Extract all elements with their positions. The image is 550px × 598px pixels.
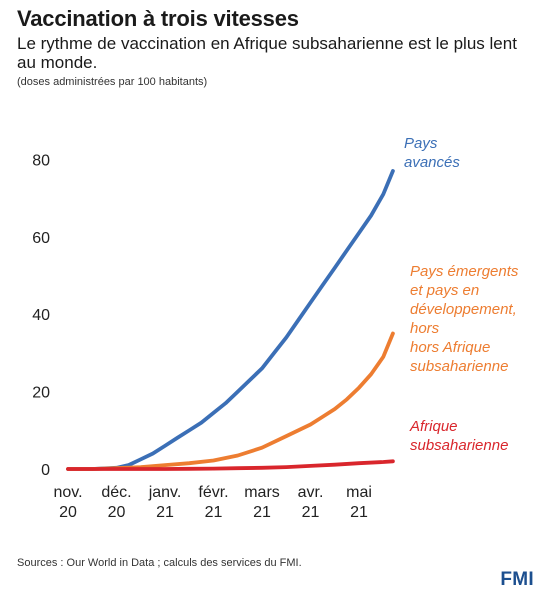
x-tick-label: mai 21 — [346, 484, 372, 521]
x-axis-labels: nov. 20 déc. 20 janv. 21 févr. 21 mars 21 avr. 21 ma… — [53, 484, 371, 521]
source-note: Sources : Our World in Data ; calculs de… — [17, 557, 302, 569]
series-lines — [66, 169, 395, 471]
series-label-2: Afrique subsaharienne — [409, 418, 508, 454]
x-tick-label: avr. 21 — [298, 484, 324, 521]
series-label-1: Pays émergents et pays en développement, ho… — [410, 263, 519, 375]
series-line-0 — [66, 169, 395, 471]
series-line-2 — [66, 459, 395, 471]
chart-subtitle: Le rythme de vaccination en Afrique subs… — [17, 34, 517, 72]
fmi-logo: FMI — [500, 569, 534, 590]
x-tick-label: févr. 21 — [198, 484, 228, 521]
series-labels: Pays avancés Pays émergents et pays en dével… — [404, 135, 519, 454]
y-tick-label: 40 — [32, 307, 50, 324]
y-tick-label: 20 — [32, 385, 50, 402]
x-tick-label: nov. 20 — [53, 484, 82, 521]
y-tick-label: 80 — [32, 152, 50, 169]
x-tick-label: déc. 20 — [101, 484, 131, 521]
chart-title: Vaccination à trois vitesses — [17, 6, 299, 31]
series-line-1 — [66, 331, 395, 471]
y-axis-labels: 0 20 40 60 80 — [32, 152, 50, 479]
y-tick-label: 60 — [32, 230, 50, 247]
unit-note: (doses administrées par 100 habitants) — [17, 76, 208, 88]
x-tick-label: mars 21 — [244, 484, 280, 521]
y-tick-label: 0 — [41, 462, 50, 479]
series-label-0: Pays avancés — [404, 135, 460, 171]
x-tick-label: janv. 21 — [148, 484, 182, 521]
